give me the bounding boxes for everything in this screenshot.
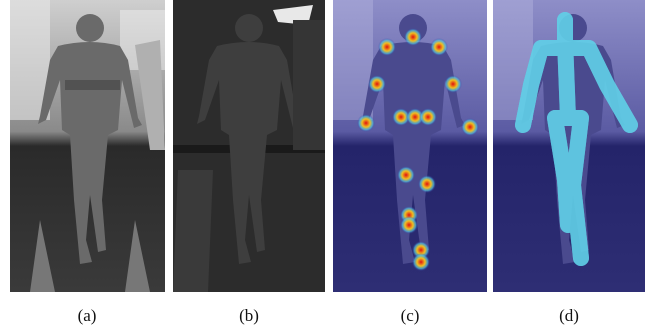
panel-c: [333, 0, 487, 292]
caption: (a): [47, 306, 127, 326]
caption: (b): [209, 306, 289, 326]
caption: (c): [370, 306, 450, 326]
caption: (d): [529, 306, 609, 326]
panel-d: [493, 0, 645, 292]
panel-b: [173, 0, 325, 292]
figure: (a) (b) (c) (d): [0, 0, 655, 330]
panel-a: [10, 0, 165, 292]
panels: [0, 0, 655, 300]
